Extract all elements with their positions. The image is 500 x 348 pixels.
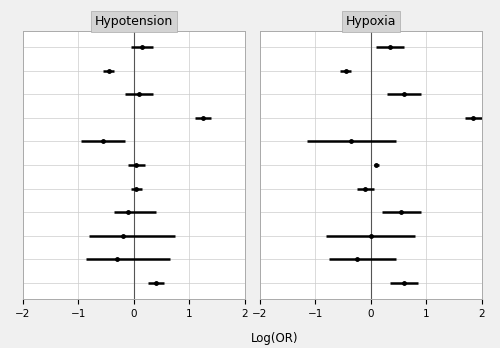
Text: Log(OR): Log(OR)	[252, 332, 299, 345]
Title: Hypoxia: Hypoxia	[346, 15, 396, 28]
Title: Hypotension: Hypotension	[94, 15, 173, 28]
